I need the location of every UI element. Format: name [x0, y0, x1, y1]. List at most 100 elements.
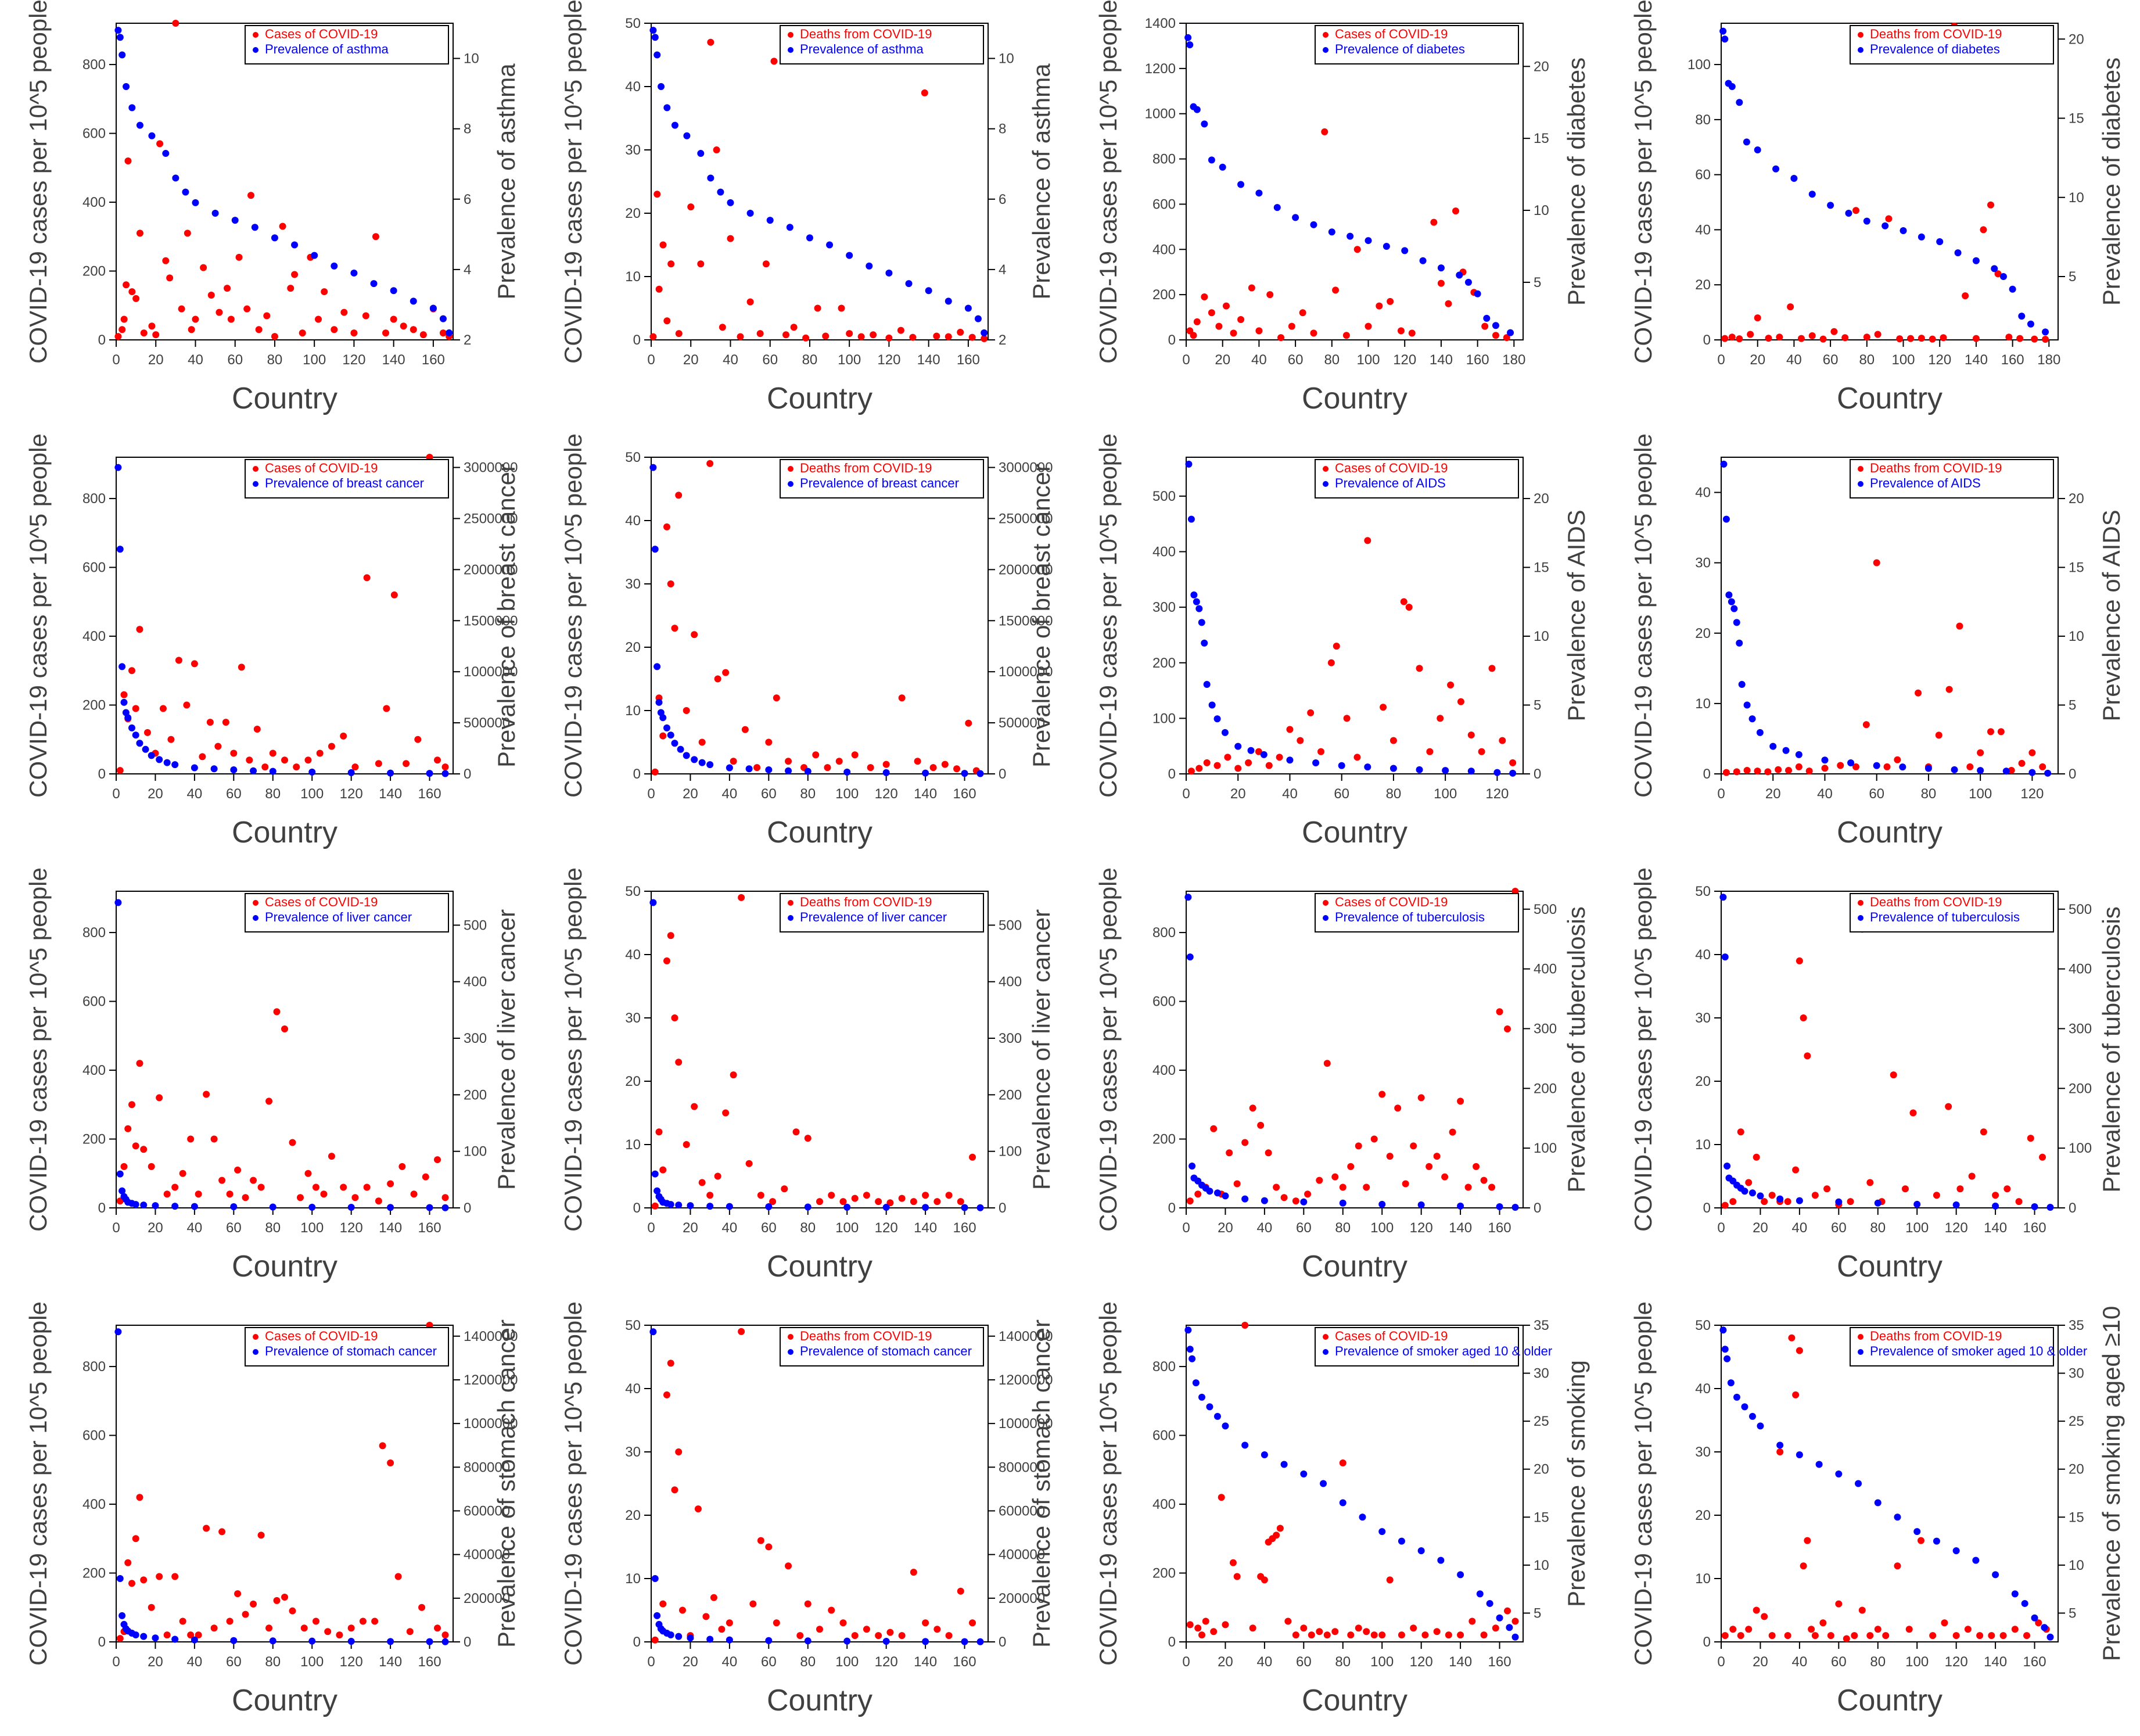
chart-panel-11: 0 20 40 60 80 100 120 140 160 0 200 400 600 800 0 100 20…: [1094, 868, 1590, 1283]
x-tick-label: 60: [761, 1220, 777, 1236]
covid-point: [1945, 686, 1953, 693]
y-right-tick-label: 8: [464, 121, 471, 137]
covid-point: [1222, 1621, 1229, 1629]
covid-point: [671, 625, 678, 632]
covid-point: [441, 1194, 449, 1201]
x-tick-label: 40: [1817, 786, 1833, 802]
plot-frame: [1186, 457, 1524, 774]
prevalence-point: [269, 1637, 277, 1645]
covid-point: [1255, 327, 1263, 335]
covid-point: [441, 1631, 449, 1639]
covid-point: [1265, 762, 1273, 769]
x-axis-title: Country: [1837, 816, 1942, 849]
prevalence-point: [1398, 1537, 1405, 1545]
y-left-tick-label: 20: [1695, 1508, 1711, 1523]
covid-point: [1327, 659, 1335, 666]
y-right-axis-label: Prevalence of stomach cancer: [493, 1319, 520, 1648]
y-left-tick-label: 10: [1695, 1571, 1711, 1587]
covid-point: [1339, 1183, 1347, 1191]
covid-point: [1784, 1632, 1791, 1640]
prevalence-point: [1743, 701, 1751, 709]
covid-point: [340, 309, 348, 316]
covid-point: [812, 751, 820, 759]
y-left-axis-label: COVID-19 cases per 10^5 people: [1629, 434, 1657, 798]
x-tick-label: 100: [300, 1654, 324, 1670]
prevalence-point: [1467, 767, 1475, 775]
prevalence-point: [163, 759, 171, 766]
x-tick-label: 120: [340, 1654, 363, 1670]
x-tick-label: 160: [1466, 352, 1489, 368]
covid-point: [2018, 759, 2026, 767]
covid-point: [1728, 333, 1736, 341]
prevalence-point: [1241, 1441, 1249, 1449]
covid-point: [1468, 1617, 1476, 1625]
x-tick-label: 60: [226, 1220, 242, 1236]
covid-point: [675, 330, 683, 338]
covid-point: [132, 295, 140, 302]
covid-point: [379, 1442, 386, 1450]
covid-point: [383, 705, 390, 712]
plot-frame: [1186, 891, 1524, 1208]
prevalence-point: [1757, 1192, 1764, 1200]
legend-marker: [1858, 900, 1863, 906]
prevalence-point: [1511, 1203, 1519, 1211]
prevalence-point: [649, 27, 657, 34]
prevalence-point: [230, 766, 238, 773]
y-right-tick-label: 300: [1534, 1021, 1557, 1037]
legend-label: Deaths from COVID-19: [1870, 1329, 2002, 1343]
x-tick-label: 60: [1831, 1220, 1847, 1236]
covid-point: [1297, 737, 1304, 744]
x-tick-label: 100: [300, 786, 324, 802]
x-tick-label: 140: [914, 786, 937, 802]
prevalence-point: [1782, 747, 1790, 754]
prevalence-point: [905, 280, 913, 288]
covid-point: [191, 660, 198, 668]
covid-point: [116, 1635, 124, 1642]
prevalence-point: [922, 1204, 929, 1211]
y-left-tick-label: 0: [1168, 766, 1176, 782]
legend-marker: [1323, 47, 1328, 53]
y-left-tick-label: 400: [82, 1497, 106, 1512]
prevalence-point: [1320, 1480, 1327, 1487]
prevalence-point: [1719, 27, 1727, 35]
x-tick-label: 20: [1750, 352, 1765, 368]
covid-point: [1835, 1600, 1843, 1608]
prevalence-point: [1721, 35, 1729, 43]
y-left-tick-label: 0: [1703, 332, 1711, 348]
x-axis-title: Country: [1302, 1250, 1407, 1283]
y-left-tick-label: 0: [98, 1634, 106, 1650]
legend-label: Prevalence of liver cancer: [800, 910, 947, 924]
prevalence-point: [1863, 217, 1870, 225]
covid-point: [246, 756, 253, 764]
covid-point: [1447, 682, 1455, 689]
y-left-tick-label: 800: [82, 491, 106, 507]
covid-point: [667, 932, 674, 939]
covid-point: [195, 1631, 202, 1639]
covid-point: [782, 331, 789, 339]
prevalence-point: [1835, 1198, 1843, 1206]
x-tick-label: 100: [1891, 352, 1915, 368]
legend-marker: [1323, 481, 1328, 487]
prevalence-point: [1815, 1461, 1823, 1468]
covid-point: [281, 756, 288, 764]
covid-point: [1992, 1192, 1999, 1199]
covid-point: [1194, 1190, 1202, 1198]
prevalence-point: [2027, 320, 2034, 328]
covid-point: [255, 326, 263, 333]
y-right-tick-label: 5: [1534, 698, 1541, 713]
covid-point: [162, 257, 170, 264]
prevalence-point: [786, 224, 793, 231]
y-right-axis-label: Prevalence of AIDS: [2098, 510, 2125, 721]
y-left-tick-label: 1000: [1145, 106, 1176, 122]
covid-point: [697, 260, 705, 268]
legend-marker: [788, 47, 793, 53]
covid-point: [1416, 665, 1423, 672]
covid-point: [1202, 1617, 1209, 1625]
prevalence-point: [142, 745, 149, 753]
covid-point: [128, 667, 135, 675]
covid-point: [1437, 279, 1445, 287]
covid-point: [1245, 759, 1252, 766]
covid-point: [796, 1632, 804, 1640]
y-left-axis-label: COVID-19 cases per 10^5 people: [24, 0, 52, 364]
covid-point: [372, 233, 379, 241]
